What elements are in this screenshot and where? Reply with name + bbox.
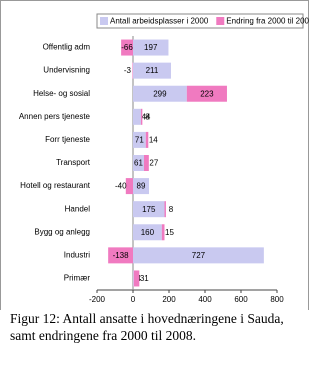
y-tick-label: Offentlig adm — [43, 43, 91, 52]
bar-segment — [164, 201, 166, 218]
bar-segment — [133, 247, 264, 264]
x-tick-label: -200 — [89, 295, 106, 304]
data-label: 71 — [135, 136, 144, 145]
data-label: -3 — [124, 66, 132, 75]
bar-segment — [125, 178, 133, 195]
y-tick-label: Primær — [64, 274, 91, 283]
legend-swatch — [100, 17, 108, 25]
bar-segment — [133, 270, 140, 287]
legend-label: Antall arbeidsplasser i 2000 — [110, 17, 209, 26]
bar-segment — [121, 39, 133, 56]
y-tick-label: Industri — [64, 250, 90, 259]
y-tick-label: Forr tjeneste — [45, 135, 90, 144]
bar-segment — [133, 62, 171, 79]
x-tick-label: 400 — [198, 295, 212, 304]
chart: Antall arbeidsplasser i 2000 Endring fra … — [0, 0, 309, 377]
data-label: -40 — [115, 182, 127, 191]
bar-segment — [133, 201, 165, 218]
bar-segment — [133, 85, 187, 102]
y-tick-label: Transport — [56, 158, 91, 167]
bar-segment — [133, 224, 162, 241]
data-label: 27 — [149, 159, 158, 168]
bar-segment — [140, 108, 143, 125]
data-label: 14 — [149, 136, 158, 145]
x-tick-label: 600 — [234, 295, 248, 304]
data-label: 197 — [144, 43, 158, 52]
data-label: 8 — [169, 205, 174, 214]
bar-segment — [133, 108, 141, 125]
data-label: 15 — [165, 228, 174, 237]
data-label: 175 — [142, 205, 156, 214]
bar-segment — [133, 178, 150, 195]
bar-segment — [108, 247, 133, 264]
data-label: 31 — [140, 274, 149, 283]
legend-box — [96, 13, 304, 29]
bar-segment — [133, 270, 134, 287]
data-label: 727 — [192, 251, 206, 260]
y-tick-label: Undervisning — [43, 66, 90, 75]
x-tick-label: 200 — [162, 295, 176, 304]
y-tick-label: Hotell og restaurant — [20, 181, 91, 190]
bar-segment — [186, 85, 227, 102]
data-label: 8 — [145, 112, 150, 121]
data-label: -66 — [121, 43, 133, 52]
y-tick-label: Helse- og sosial — [33, 89, 90, 98]
y-tick-label: Bygg og anlegg — [34, 227, 90, 236]
y-tick-label: Handel — [65, 204, 91, 213]
data-label: 299 — [153, 89, 167, 98]
legend-label: Endring fra 2000 til 2008 — [226, 17, 309, 26]
bar-segment — [161, 224, 165, 241]
data-label: 61 — [134, 159, 143, 168]
bar-segment — [133, 155, 144, 171]
data-label: -138 — [113, 251, 130, 260]
y-tick-label: Annen pers tjeneste — [19, 112, 91, 121]
data-label: 223 — [200, 89, 214, 98]
x-tick-label: 800 — [270, 295, 284, 304]
bar-segment — [143, 155, 149, 171]
bar-segment — [133, 39, 169, 56]
bar-segment — [133, 131, 146, 148]
page: Antall arbeidsplasser i 2000 Endring fra … — [0, 0, 309, 377]
data-label: 89 — [137, 182, 146, 191]
caption: Figur 12: Antall ansatte i hovednæringen… — [10, 311, 284, 343]
data-label: 211 — [146, 66, 159, 75]
data-label: 160 — [141, 228, 155, 237]
legend-swatch — [216, 17, 225, 25]
bar-segment — [132, 62, 133, 79]
data-label: 44 — [141, 112, 150, 121]
x-tick-label: 0 — [131, 295, 136, 304]
bar-segment — [145, 131, 149, 148]
